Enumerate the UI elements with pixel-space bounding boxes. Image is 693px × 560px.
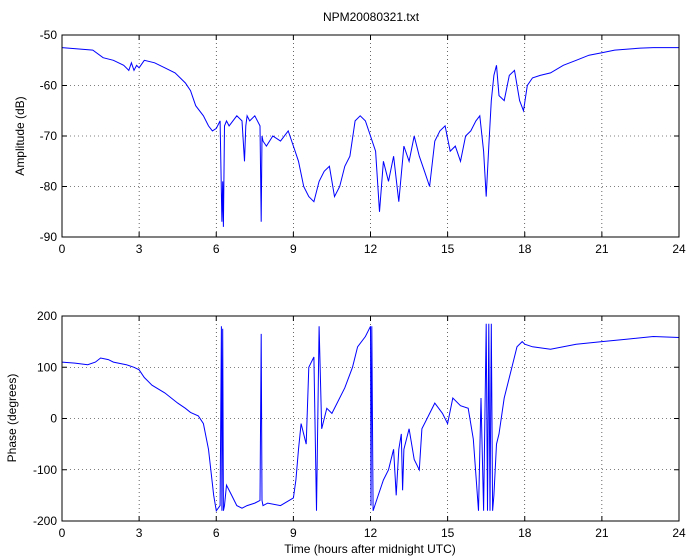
amplitude-x-tick-label: 0	[59, 242, 66, 256]
amplitude-series-line	[61, 47, 679, 227]
amplitude-y-tick-label: -60	[40, 79, 58, 93]
amplitude-x-tick-label: 24	[672, 242, 686, 256]
phase-x-tick-label: 12	[364, 526, 378, 540]
amplitude-y-tick-label: -70	[40, 129, 58, 143]
amplitude-y-tick-label: -90	[40, 230, 58, 244]
phase-x-tick-label: 9	[290, 526, 297, 540]
phase-y-tick-label: 200	[37, 309, 57, 323]
phase-x-tick-label: 21	[595, 526, 609, 540]
amplitude-axes-frame	[61, 34, 680, 238]
phase-x-tick-label: 6	[213, 526, 220, 540]
amplitude-x-tick-label: 18	[518, 242, 532, 256]
phase-axes-frame	[61, 315, 680, 522]
phase-x-tick-label: 15	[441, 526, 455, 540]
phase-x-tick-label: 3	[136, 526, 143, 540]
phase-x-tick-label: 18	[518, 526, 532, 540]
amplitude-y-axis-label: Amplitude (dB)	[13, 96, 27, 175]
amplitude-x-tick-label: 3	[136, 242, 143, 256]
amplitude-x-tick-label: 12	[364, 242, 378, 256]
phase-panel: 0 3 6 9 12 15 18 21 24 200 100 0 -100 -200 Phase (deg…	[5, 309, 686, 556]
amplitude-ticks: 0 3 6 9 12 15 18 21 24 -50 -60 -70 -80 -90	[40, 28, 686, 256]
phase-x-tick-label: 0	[59, 526, 66, 540]
phase-y-tick-label: -200	[33, 514, 57, 528]
x-axis-label: Time (hours after midnight UTC)	[284, 542, 456, 556]
amplitude-y-tick-label: -80	[40, 180, 58, 194]
amplitude-panel: NPM20080321.txt 0 3 6 9 12 15 18 21 24 -50 -60 -70 -…	[13, 10, 686, 256]
phase-y-tick-label: 0	[50, 412, 57, 426]
phase-y-axis-label: Phase (degrees)	[5, 374, 19, 463]
chart-title: NPM20080321.txt	[323, 10, 420, 24]
amplitude-x-tick-label: 15	[441, 242, 455, 256]
amplitude-x-tick-label: 6	[213, 242, 220, 256]
phase-ticks: 0 3 6 9 12 15 18 21 24 200 100 0 -100 -200	[33, 309, 686, 540]
phase-y-tick-label: -100	[33, 463, 57, 477]
amplitude-x-tick-label: 9	[290, 242, 297, 256]
phase-series-line	[61, 323, 680, 513]
phase-y-tick-label: 100	[37, 360, 57, 374]
amplitude-y-tick-label: -50	[40, 28, 58, 42]
amplitude-x-tick-label: 21	[595, 242, 609, 256]
phase-x-tick-label: 24	[672, 526, 686, 540]
